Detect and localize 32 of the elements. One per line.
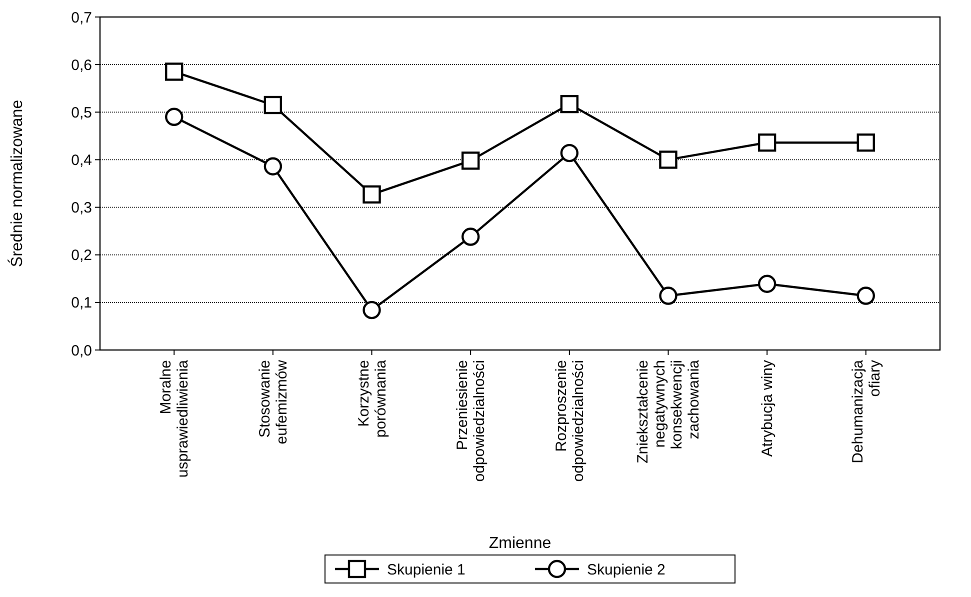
x-tick-label: Atrybucja winy <box>759 360 776 457</box>
y-tick-label: 0,1 <box>71 294 92 312</box>
point <box>165 62 184 81</box>
point <box>659 150 678 169</box>
point <box>461 152 480 170</box>
point <box>165 108 184 126</box>
point <box>560 94 579 114</box>
point <box>659 286 678 305</box>
y-tick-label: 0,0 <box>71 342 92 360</box>
point <box>362 300 381 320</box>
point <box>758 133 776 152</box>
y-tick-label: 0,2 <box>71 247 92 264</box>
y-axis-title: Średnie normalizowane <box>7 100 26 268</box>
point <box>461 228 480 246</box>
point <box>856 133 875 152</box>
point <box>856 286 875 305</box>
y-tick-label: 0,6 <box>71 56 92 74</box>
legend-label: Skupienie 1 <box>387 561 466 578</box>
x-axis-title: Zmienne <box>488 535 552 552</box>
legend-label: Skupienie 2 <box>587 561 666 578</box>
point <box>362 185 381 204</box>
point <box>758 274 776 293</box>
y-tick-label: 0,3 <box>71 200 92 217</box>
x-tick-label: Korzystne porównania <box>355 359 390 438</box>
y-tick-label: 0,7 <box>71 9 92 26</box>
y-tick-label: 0,5 <box>71 104 92 122</box>
point <box>560 144 579 162</box>
point <box>264 157 282 176</box>
point <box>264 96 282 114</box>
y-tick-label: 0,4 <box>71 152 92 169</box>
x-tick-label: Moralne usprawiedliwienia <box>158 359 192 478</box>
x-tick-label: Dehumanizacja ofiary <box>849 359 884 464</box>
